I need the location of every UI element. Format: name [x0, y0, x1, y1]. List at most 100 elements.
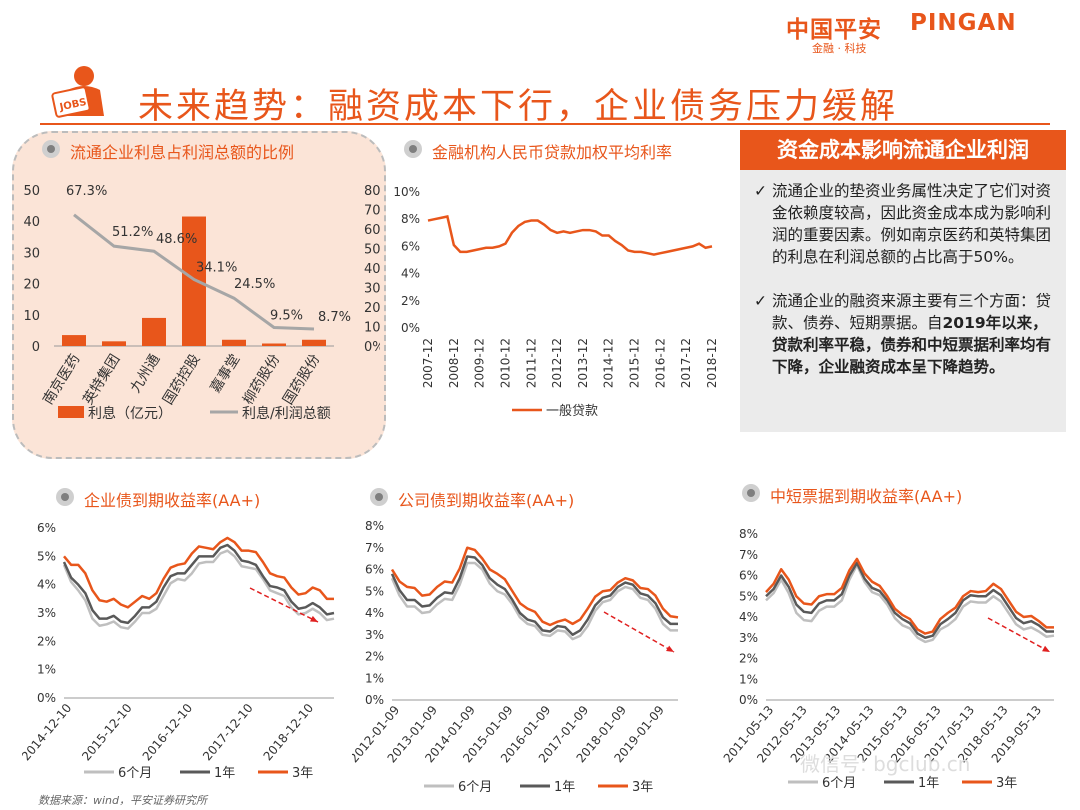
y-tick-label-right: 20% — [364, 301, 380, 316]
series-line-6个月 — [62, 549, 335, 630]
legend-label: 6个月 — [822, 776, 856, 791]
y-tick-label: 2% — [365, 650, 384, 664]
y-tick-label-left: 40 — [23, 215, 40, 230]
chart3-svg: 0% 1% 2% 3% 4% 5% 6% 2014-12-10 2015-12-10 2016-1… — [22, 521, 335, 781]
x-tick-label: 2007-12 — [421, 338, 435, 388]
y-tick-label: 6% — [365, 563, 384, 577]
ratio-line — [73, 213, 315, 331]
y-tick-label: 5% — [365, 584, 384, 598]
x-tick-label: 2018-12-10 — [261, 701, 317, 763]
x-tick-label: 2009-12 — [473, 338, 487, 388]
summary-item: ✓ 流通企业的融资来源主要有三个方面：贷款、债券、短期票据。自2019年以来，贷… — [754, 290, 1052, 378]
y-tick-label: 2% — [739, 652, 758, 666]
y-tick-label-right: 10% — [364, 321, 380, 336]
summary-item-bold: 2019年以来，贷款利率平稳，债券和中短票据利率均有下降，企业融资成本呈下降趋势… — [772, 314, 1052, 376]
x-tick-label: 2008-12 — [447, 338, 461, 388]
legend-label: 1年 — [918, 776, 939, 791]
bar — [262, 343, 286, 346]
y-tick-label-left: 0 — [32, 340, 40, 355]
trend-arrow — [249, 587, 319, 623]
x-tick-label: 2013-12 — [576, 338, 590, 388]
y-tick-label-right: 30% — [364, 282, 380, 297]
source-note: 数据来源：wind，平安证券研究所 — [38, 794, 208, 807]
y-tick-label-left: 30 — [23, 246, 40, 261]
y-tick-label: 1% — [37, 663, 56, 677]
x-tick-label: 九州通 — [128, 352, 164, 396]
trend-arrow — [603, 611, 675, 653]
x-tick-label: 2016-12 — [653, 338, 667, 388]
y-tick-label-right: 40% — [364, 262, 380, 277]
summary-item: ✓ 流通企业的垫资业务属性决定了它们对资金依赖度较高，因此资金成本成为影响利润的… — [754, 180, 1052, 268]
x-tick-label: 2017-12-10 — [200, 701, 256, 763]
y-tick-label: 4% — [37, 578, 56, 592]
y-tick-label: 0% — [739, 693, 758, 707]
watermark: 微信号: bgclub.cn — [800, 752, 971, 776]
x-tick-label: 2016-12-10 — [140, 701, 196, 763]
chart5-title: 中短票据到期收益率(AA+) — [770, 487, 963, 506]
trend-arrow-head — [310, 615, 318, 622]
x-tick-label: 南京医药 — [40, 352, 83, 408]
y-tick-label: 6% — [739, 569, 758, 583]
y-tick-label: 1% — [365, 671, 384, 685]
y-tick-label: 0% — [365, 693, 384, 707]
check-icon: ✓ — [754, 182, 767, 200]
legend-label: 1年 — [214, 766, 235, 781]
logo-tagline: 金融 · 科技 — [812, 42, 867, 55]
x-tick-label: 2011-12 — [524, 338, 538, 388]
bullet-icon — [42, 140, 60, 158]
series-line-3年 — [63, 536, 334, 609]
x-tick-label: 2014-12-10 — [22, 701, 74, 763]
logo-chinese: 中国平安 — [786, 17, 882, 43]
y-tick-label: 2% — [37, 634, 56, 648]
y-tick-label: 8% — [739, 527, 758, 541]
chart1-svg: 0 10 20 30 40 50 0% 10% 20% 30% 40% 50% 60% 70% 80% 67.… — [23, 184, 380, 422]
y-tick-label-right: 50% — [364, 243, 380, 258]
chart3-title: 企业债到期收益率(AA+) — [84, 491, 261, 510]
ratio-data-label: 34.1% — [196, 261, 237, 276]
page-title: 未来趋势：融资成本下行，企业债务压力缓解 — [138, 87, 899, 127]
series-line-3年 — [765, 557, 1054, 635]
y-tick-label: 5% — [37, 549, 56, 563]
title-underline — [40, 123, 1050, 125]
series-line-1年 — [765, 561, 1054, 639]
chart4-svg: 0%1%2%3%4%5%6%7%8%2012-01-092013-01-0920… — [352, 519, 679, 795]
bar — [142, 317, 166, 346]
bullet-icon — [742, 484, 760, 502]
trend-arrow-head — [666, 645, 674, 652]
series-line-1年 — [62, 543, 335, 625]
x-tick-label: 嘉事堂 — [208, 352, 244, 396]
x-tick-label: 柳药股份 — [239, 351, 283, 407]
chart4-title: 公司债到期收益率(AA+) — [398, 491, 575, 510]
chart2-title: 金融机构人民币贷款加权平均利率 — [432, 143, 673, 162]
y-tick-label: 0% — [37, 691, 56, 705]
y-tick-label: 4% — [739, 610, 758, 624]
x-tick-label: 2018-12 — [705, 338, 719, 388]
y-tick-label: 10% — [393, 185, 420, 199]
legend-label: 3年 — [996, 776, 1017, 791]
trend-arrow-head — [1042, 645, 1050, 652]
y-tick-label-right: 60% — [364, 223, 380, 238]
y-tick-label-right: 70% — [364, 204, 380, 219]
bar — [302, 339, 326, 346]
ratio-data-label: 67.3% — [66, 184, 107, 199]
jobs-person-icon: JOBS — [51, 66, 104, 118]
y-tick-label: 0% — [401, 321, 420, 335]
bar — [102, 341, 126, 346]
legend-label: 利息（亿元） — [88, 405, 172, 422]
trend-arrow — [987, 617, 1051, 653]
series-line-3年 — [390, 546, 679, 627]
y-tick-label: 1% — [739, 672, 758, 686]
summary-item-text: 流通企业的垫资业务属性决定了它们对资金依赖度较高，因此资金成本成为影响利润的重要… — [772, 182, 1052, 266]
y-tick-label: 7% — [365, 541, 384, 555]
y-tick-label: 4% — [365, 606, 384, 620]
bar — [222, 339, 246, 346]
chart2-svg: 0% 2% 4% 6% 8% 10% 2007-12 2008-12 2009-12 2010-1… — [393, 185, 719, 419]
series-line-6个月 — [765, 563, 1055, 644]
x-tick-label: 2015-12-10 — [79, 701, 135, 763]
series-line-1年 — [390, 555, 678, 636]
summary-item-text: 流通企业的融资来源主要有三个方面：贷款、债券、短期票据。自 — [772, 292, 1052, 332]
x-tick-label: 英特集团 — [79, 351, 123, 407]
x-tick-label: 国药股份 — [280, 352, 323, 408]
y-tick-label-left: 10 — [23, 309, 40, 324]
bar — [62, 335, 86, 346]
